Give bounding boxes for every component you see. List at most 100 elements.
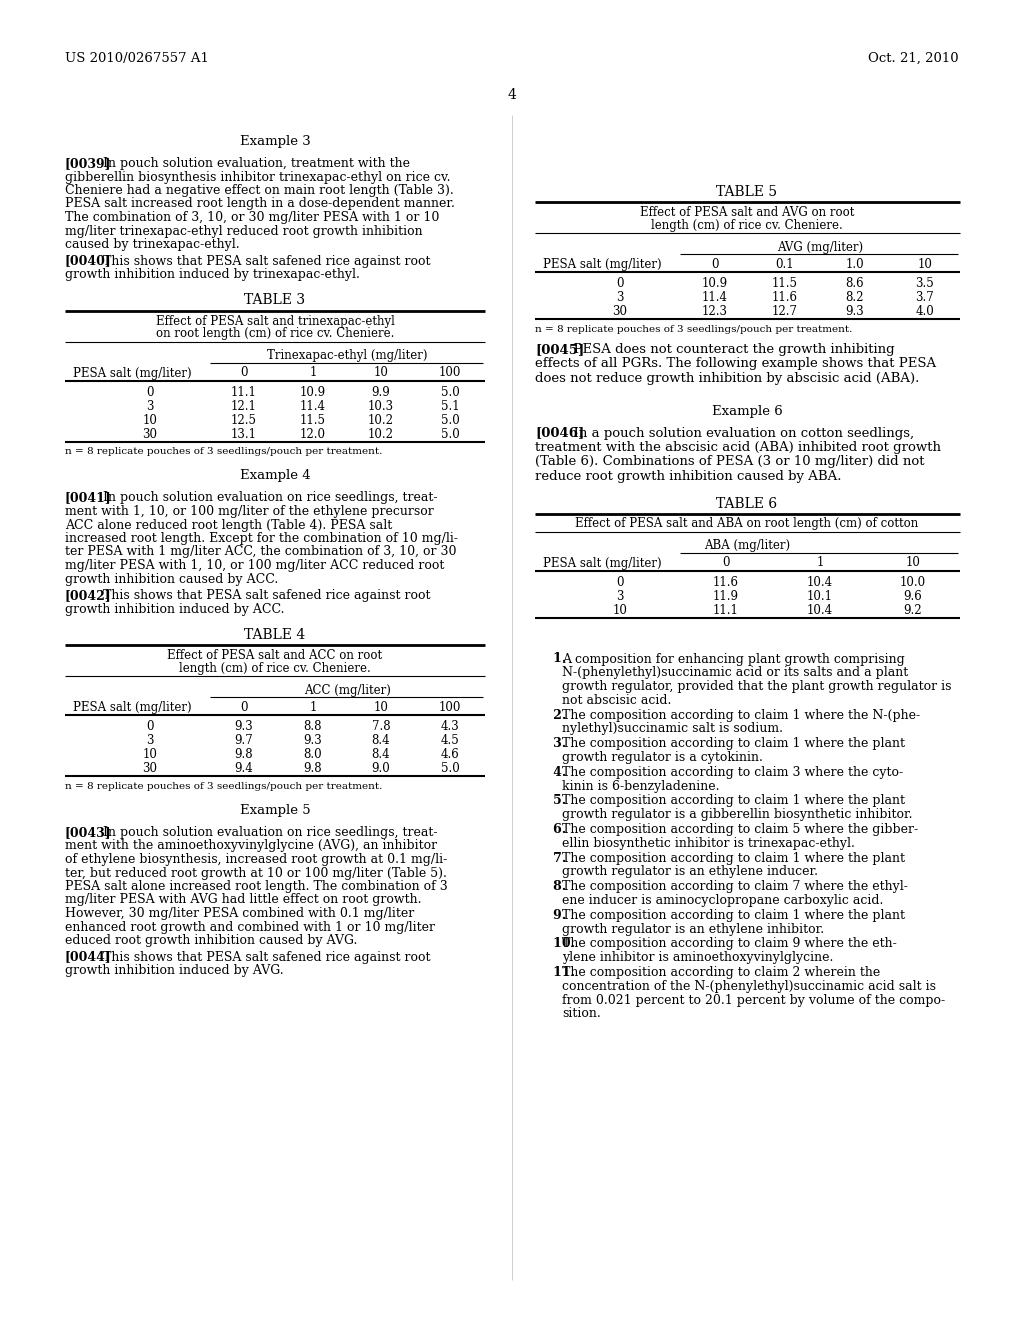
Text: 11.4: 11.4 [300,400,326,412]
Text: 7.: 7. [540,851,566,865]
Text: not abscisic acid.: not abscisic acid. [562,694,672,708]
Text: The composition according to claim 9 where the eth-: The composition according to claim 9 whe… [562,937,897,950]
Text: ellin biosynthetic inhibitor is trinexapac-ethyl.: ellin biosynthetic inhibitor is trinexap… [562,837,855,850]
Text: 9.6: 9.6 [903,590,923,602]
Text: 12.0: 12.0 [300,428,326,441]
Text: 11.6: 11.6 [713,576,739,589]
Text: 12.3: 12.3 [702,305,728,318]
Text: The composition according to claim 1 where the plant: The composition according to claim 1 whe… [562,851,905,865]
Text: n = 8 replicate pouches of 3 seedlings/pouch per treatment.: n = 8 replicate pouches of 3 seedlings/p… [65,447,382,457]
Text: The composition according to claim 5 where the gibber-: The composition according to claim 5 whe… [562,824,919,836]
Text: 1: 1 [309,367,316,380]
Text: treatment with the abscisic acid (ABA) inhibited root growth: treatment with the abscisic acid (ABA) i… [535,441,941,454]
Text: [0042]: [0042] [65,589,112,602]
Text: 1.: 1. [540,652,566,665]
Text: 11.6: 11.6 [772,290,798,304]
Text: n = 8 replicate pouches of 3 seedlings/pouch per treatment.: n = 8 replicate pouches of 3 seedlings/p… [535,325,852,334]
Text: ACC alone reduced root length (Table 4). PESA salt: ACC alone reduced root length (Table 4).… [65,519,392,532]
Text: ABA (mg/liter): ABA (mg/liter) [703,540,791,553]
Text: 7.8: 7.8 [372,719,390,733]
Text: 30: 30 [612,305,628,318]
Text: [0040]: [0040] [65,255,112,268]
Text: 0: 0 [146,385,154,399]
Text: 11.5: 11.5 [300,413,326,426]
Text: The composition according to claim 1 where the plant: The composition according to claim 1 whe… [562,738,905,750]
Text: 13.1: 13.1 [231,428,257,441]
Text: 9.4: 9.4 [234,762,253,775]
Text: Cheniere had a negative effect on main root length (Table 3).: Cheniere had a negative effect on main r… [65,183,454,197]
Text: growth inhibition induced by AVG.: growth inhibition induced by AVG. [65,964,284,977]
Text: nylethyl)succinamic salt is sodium.: nylethyl)succinamic salt is sodium. [562,722,783,735]
Text: 0: 0 [241,701,248,714]
Text: Effect of PESA salt and ACC on root: Effect of PESA salt and ACC on root [168,649,383,663]
Text: reduce root growth inhibition caused by ABA.: reduce root growth inhibition caused by … [535,470,842,483]
Text: The composition according to claim 1 where the plant: The composition according to claim 1 whe… [562,795,905,808]
Text: kinin is 6-benzyladenine.: kinin is 6-benzyladenine. [562,780,720,793]
Text: The combination of 3, 10, or 30 mg/liter PESA with 1 or 10: The combination of 3, 10, or 30 mg/liter… [65,211,439,224]
Text: 3: 3 [146,734,154,747]
Text: PESA salt (mg/liter): PESA salt (mg/liter) [73,367,191,380]
Text: 10.: 10. [540,937,575,950]
Text: 10.1: 10.1 [807,590,833,602]
Text: In pouch solution evaluation on rice seedlings, treat-: In pouch solution evaluation on rice see… [95,491,437,504]
Text: 5.: 5. [540,795,566,808]
Text: 3.7: 3.7 [915,290,934,304]
Text: sition.: sition. [562,1007,601,1020]
Text: US 2010/0267557 A1: US 2010/0267557 A1 [65,51,209,65]
Text: 8.2: 8.2 [846,290,864,304]
Text: TABLE 3: TABLE 3 [245,293,305,308]
Text: 5.1: 5.1 [440,400,460,412]
Text: The composition according to claim 2 wherein the: The composition according to claim 2 whe… [562,966,881,979]
Text: 10: 10 [142,413,158,426]
Text: [0046]: [0046] [535,426,585,440]
Text: 10: 10 [612,603,628,616]
Text: [0043]: [0043] [65,826,112,840]
Text: ylene inhibitor is aminoethoxyvinylglycine.: ylene inhibitor is aminoethoxyvinylglyci… [562,952,834,965]
Text: PESA salt (mg/liter): PESA salt (mg/liter) [543,257,662,271]
Text: Example 6: Example 6 [712,404,782,417]
Text: increased root length. Except for the combination of 10 mg/li-: increased root length. Except for the co… [65,532,458,545]
Text: 1: 1 [309,701,316,714]
Text: 30: 30 [142,428,158,441]
Text: 0: 0 [616,576,624,589]
Text: 9.3: 9.3 [234,719,253,733]
Text: ment with the aminoethoxyvinylglycine (AVG), an inhibitor: ment with the aminoethoxyvinylglycine (A… [65,840,437,853]
Text: 10: 10 [918,257,933,271]
Text: 0: 0 [712,257,719,271]
Text: AVG (mg/liter): AVG (mg/liter) [777,242,863,253]
Text: n = 8 replicate pouches of 3 seedlings/pouch per treatment.: n = 8 replicate pouches of 3 seedlings/p… [65,781,382,791]
Text: 0.1: 0.1 [776,257,795,271]
Text: effects of all PGRs. The following example shows that PESA: effects of all PGRs. The following examp… [535,358,936,371]
Text: However, 30 mg/liter PESA combined with 0.1 mg/liter: However, 30 mg/liter PESA combined with … [65,907,415,920]
Text: PESA salt alone increased root length. The combination of 3: PESA salt alone increased root length. T… [65,880,447,894]
Text: PESA salt increased root length in a dose-dependent manner.: PESA salt increased root length in a dos… [65,198,455,210]
Text: 0: 0 [616,277,624,290]
Text: 10.3: 10.3 [368,400,394,412]
Text: ene inducer is aminocyclopropane carboxylic acid.: ene inducer is aminocyclopropane carboxy… [562,894,884,907]
Text: 9.8: 9.8 [304,762,323,775]
Text: 4.3: 4.3 [440,719,460,733]
Text: caused by trinexapac-ethyl.: caused by trinexapac-ethyl. [65,238,240,251]
Text: PESA salt (mg/liter): PESA salt (mg/liter) [543,557,662,569]
Text: 9.3: 9.3 [304,734,323,747]
Text: 10: 10 [142,748,158,762]
Text: The composition according to claim 1 where the N-(phe-: The composition according to claim 1 whe… [562,709,921,722]
Text: N-(phenylethyl)succinamic acid or its salts and a plant: N-(phenylethyl)succinamic acid or its sa… [562,667,908,680]
Text: In a pouch solution evaluation on cotton seedlings,: In a pouch solution evaluation on cotton… [565,426,914,440]
Text: 10.4: 10.4 [807,576,834,589]
Text: PESA does not counteract the growth inhibiting: PESA does not counteract the growth inhi… [565,343,895,356]
Text: 11.1: 11.1 [713,603,739,616]
Text: Effect of PESA salt and trinexapac-ethyl: Effect of PESA salt and trinexapac-ethyl [156,314,394,327]
Text: TABLE 4: TABLE 4 [245,628,305,642]
Text: 100: 100 [439,701,461,714]
Text: growth regulator, provided that the plant growth regulator is: growth regulator, provided that the plan… [562,680,951,693]
Text: [0041]: [0041] [65,491,112,504]
Text: educed root growth inhibition caused by AVG.: educed root growth inhibition caused by … [65,935,357,946]
Text: 0: 0 [722,557,730,569]
Text: 4: 4 [508,88,516,102]
Text: 9.3: 9.3 [846,305,864,318]
Text: ter, but reduced root growth at 10 or 100 mg/liter (Table 5).: ter, but reduced root growth at 10 or 10… [65,866,446,879]
Text: 11.5: 11.5 [772,277,798,290]
Text: concentration of the N-(phenylethyl)succinamic acid salt is: concentration of the N-(phenylethyl)succ… [562,979,936,993]
Text: growth inhibition induced by trinexapac-ethyl.: growth inhibition induced by trinexapac-… [65,268,359,281]
